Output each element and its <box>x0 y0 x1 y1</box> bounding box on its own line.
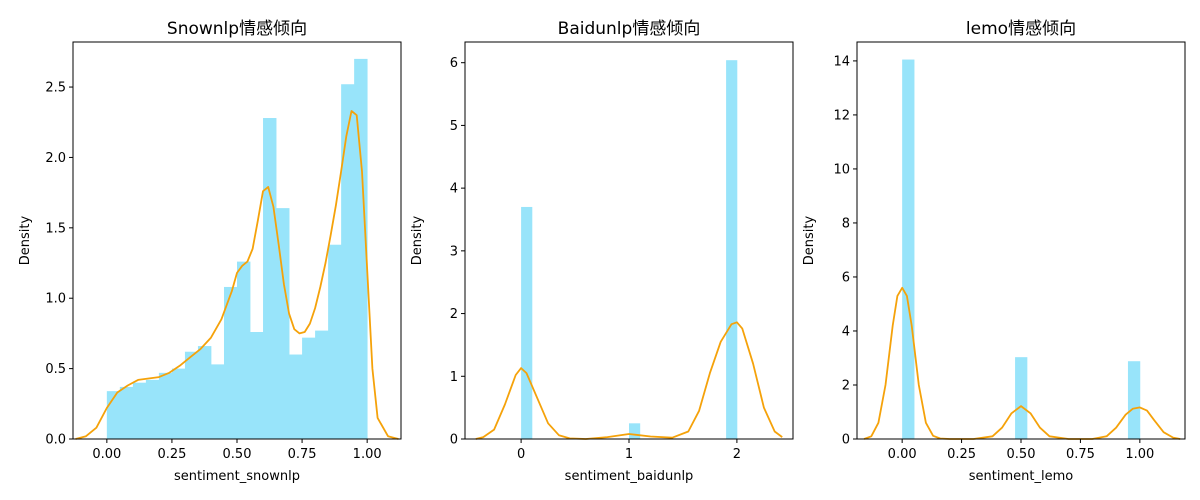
x-tick-label: 0.25 <box>947 447 976 462</box>
histogram-bar <box>1015 357 1028 439</box>
histogram-bar <box>902 59 915 440</box>
histogram-bar <box>237 261 251 439</box>
x-tick-label: 0.50 <box>223 447 252 462</box>
histogram-bars <box>106 58 368 440</box>
subplot-title: Baidunlp情感倾向 <box>558 19 701 39</box>
x-axis-label: sentiment_lemo <box>969 469 1073 484</box>
histogram-bar <box>1127 361 1141 439</box>
kde-line <box>475 321 783 440</box>
x-axis-label: sentiment_snownlp <box>174 469 300 484</box>
y-tick-label: 0.5 <box>45 362 66 377</box>
histogram-bar <box>521 206 533 439</box>
y-tick-label: 1 <box>450 370 458 385</box>
x-tick-label: 0.25 <box>157 447 186 462</box>
y-tick-label: 6 <box>450 56 458 71</box>
histogram-bar <box>184 351 199 439</box>
kde-line <box>863 286 1181 440</box>
histogram-bar <box>315 330 329 439</box>
histogram-bar <box>302 337 316 439</box>
x-tick-label: 1.00 <box>1125 447 1154 462</box>
x-tick-label: 0 <box>517 447 525 462</box>
histogram-bar <box>289 354 303 439</box>
x-tick-label: 1.00 <box>353 447 382 462</box>
x-tick-label: 2 <box>733 447 741 462</box>
histogram-bar <box>341 84 355 439</box>
histogram-bar <box>263 118 277 440</box>
histogram-bar <box>328 244 342 439</box>
y-axis-label: Density <box>18 215 33 265</box>
y-tick-label: 8 <box>842 216 850 231</box>
y-tick-label: 3 <box>450 244 458 259</box>
y-tick-label: 2 <box>450 307 458 322</box>
subplot-snownlp: Snownlp情感倾向 sentiment_snownlp Density 0.… <box>18 19 402 484</box>
x-tick-label: 0.75 <box>1066 447 1095 462</box>
y-tick-label: 4 <box>842 324 850 339</box>
histogram-bar <box>197 346 212 439</box>
y-tick-label: 12 <box>833 108 850 123</box>
x-tick-label: 0.50 <box>1007 447 1036 462</box>
y-tick-label: 1.5 <box>45 221 66 236</box>
x-axis-label: sentiment_baidunlp <box>565 469 694 484</box>
y-tick-label: 0.0 <box>45 433 66 448</box>
y-axis-label: Density <box>410 215 425 265</box>
subplot-title: Snownlp情感倾向 <box>167 19 307 39</box>
histogram-bar <box>145 379 160 439</box>
y-tick-label: 4 <box>450 182 458 197</box>
histogram-bar <box>726 60 738 440</box>
histogram-bar <box>210 364 225 439</box>
histogram-bar <box>629 423 641 439</box>
histogram-bar <box>171 368 186 439</box>
y-tick-label: 10 <box>833 162 850 177</box>
y-tick-label: 1.0 <box>45 292 66 307</box>
histogram-bar <box>250 332 264 439</box>
histogram-bar <box>354 58 368 439</box>
subplot-baidunlp: Baidunlp情感倾向 sentiment_baidunlp Density … <box>410 19 794 484</box>
y-tick-label: 2.0 <box>45 151 66 166</box>
kde-line <box>75 110 399 440</box>
y-tick-label: 2 <box>842 378 850 393</box>
histogram-bars <box>521 60 738 440</box>
y-tick-label: 2.5 <box>45 81 66 96</box>
histogram-bar <box>158 372 173 439</box>
y-tick-label: 0 <box>842 433 850 448</box>
y-tick-label: 5 <box>450 119 458 134</box>
histogram-bar <box>223 286 238 439</box>
histogram-bars <box>902 59 1141 440</box>
histogram-bar <box>276 208 290 439</box>
y-tick-label: 14 <box>833 54 850 69</box>
subplot-lemo: lemo情感倾向 sentiment_lemo Density 0.00 0.25… <box>802 19 1186 484</box>
histogram-bar <box>119 386 134 439</box>
y-tick-label: 0 <box>450 433 458 448</box>
x-tick-label: 0.00 <box>888 447 917 462</box>
subplot-title: lemo情感倾向 <box>966 19 1076 39</box>
y-tick-label: 6 <box>842 270 850 285</box>
x-tick-label: 0.00 <box>92 447 121 462</box>
x-tick-label: 0.75 <box>288 447 317 462</box>
y-axis-label: Density <box>802 215 817 265</box>
x-tick-label: 1 <box>625 447 633 462</box>
histogram-bar <box>132 382 147 439</box>
